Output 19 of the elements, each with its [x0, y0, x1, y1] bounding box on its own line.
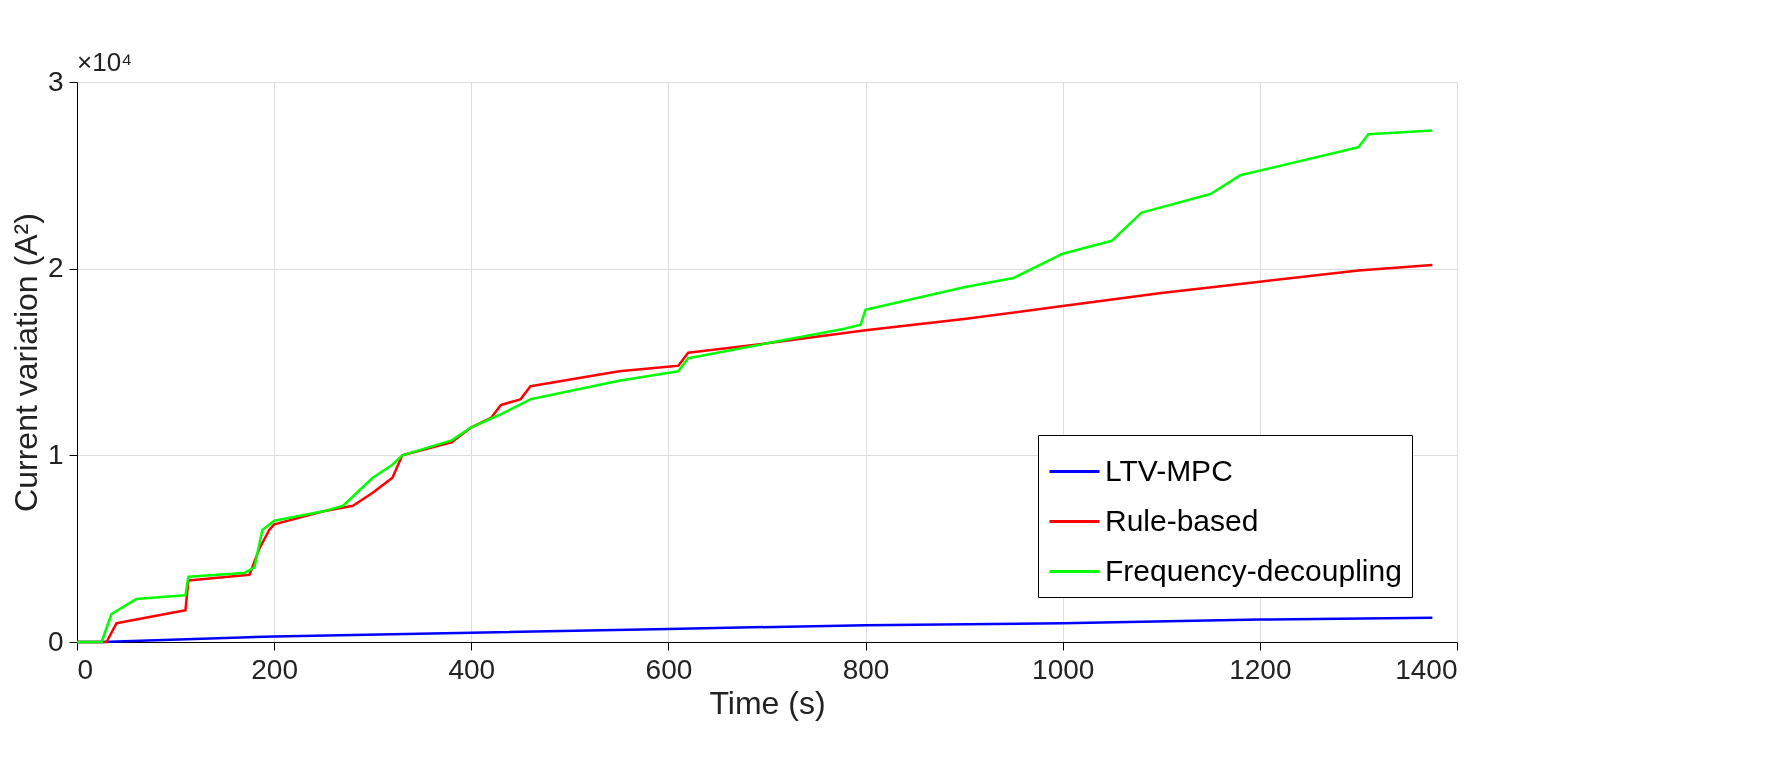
y-tick-label: 0	[47, 625, 64, 657]
x-tick-label: 1400	[1395, 653, 1458, 685]
legend-label: LTV-MPC	[1105, 453, 1233, 487]
legend-label: Frequency-decoupling	[1105, 553, 1402, 587]
x-tick-label: 1000	[1032, 653, 1095, 685]
y-axis-title: Current variation (A²)	[7, 213, 44, 512]
x-axis-title: Time (s)	[709, 684, 826, 721]
y-tick-label: 2	[47, 252, 64, 284]
legend-label: Rule-based	[1105, 503, 1259, 537]
y-tick-label: 1	[47, 438, 64, 470]
y-tick-label: 3	[47, 65, 64, 97]
x-tick-label: 600	[645, 653, 693, 685]
x-tick-label: 200	[251, 653, 298, 685]
text: ×10⁴	[77, 47, 133, 77]
x-tick-label: 0	[77, 653, 94, 685]
x-tick-label: 800	[842, 653, 890, 685]
line-series	[75, 129, 1434, 644]
x-tick-label: 400	[448, 653, 496, 685]
x-tick-label: 1200	[1229, 653, 1292, 685]
